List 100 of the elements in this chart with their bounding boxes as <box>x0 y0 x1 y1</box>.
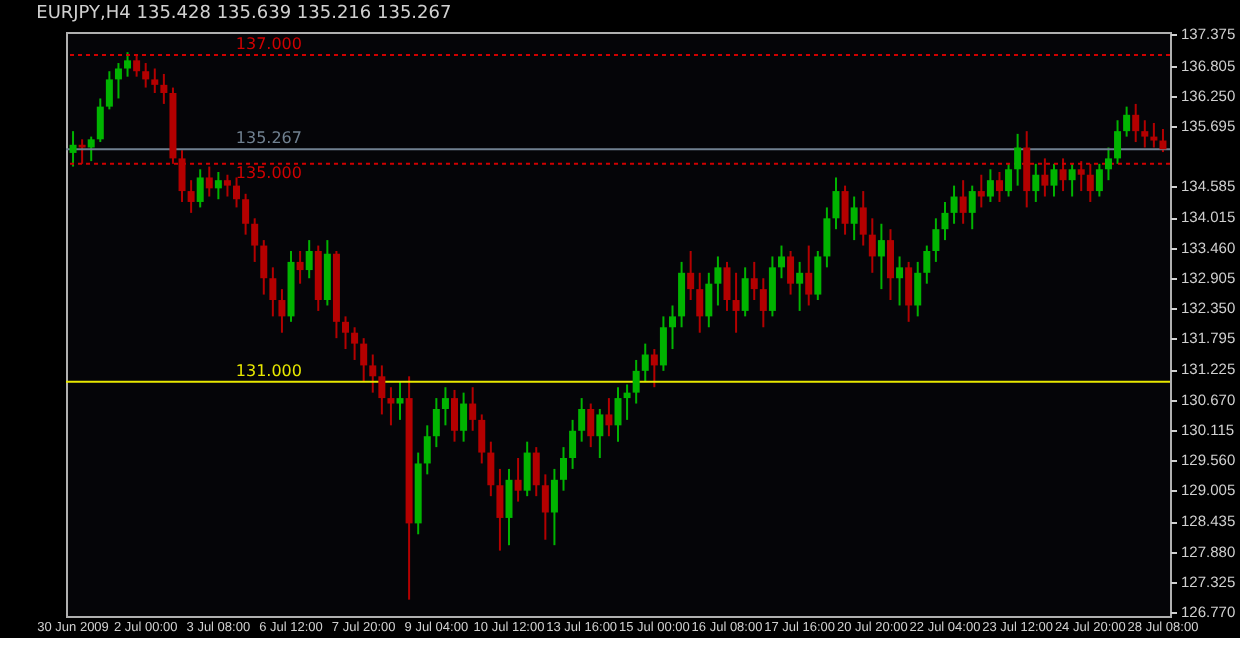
candlestick <box>868 217 876 274</box>
candlestick <box>360 337 368 383</box>
candlestick <box>233 176 241 209</box>
candlestick <box>732 271 740 334</box>
candlestick <box>650 348 658 389</box>
candlestick <box>1032 162 1040 203</box>
candlestick <box>1005 162 1013 198</box>
candlestick <box>1023 130 1031 209</box>
candlestick <box>1114 119 1122 165</box>
candlestick <box>750 260 758 302</box>
candlestick <box>323 239 331 307</box>
candlestick <box>505 467 513 547</box>
candlestick <box>1050 162 1058 198</box>
candlestick <box>260 239 268 296</box>
candlestick <box>87 135 95 163</box>
candlestick <box>850 195 858 242</box>
candlestick <box>160 72 168 105</box>
chart-title: EURJPY,H4 135.428 135.639 135.216 135.267 <box>36 4 452 25</box>
candlestick <box>541 473 549 541</box>
candlestick <box>914 260 922 318</box>
candlestick <box>777 244 785 280</box>
candlestick <box>187 179 195 214</box>
candlestick <box>696 271 704 334</box>
candlestick <box>841 184 849 236</box>
candlestick <box>396 380 404 421</box>
candlestick <box>451 388 459 443</box>
candlestick <box>378 364 386 416</box>
candlestick <box>560 446 567 492</box>
candlestick <box>605 397 613 438</box>
candlestick <box>832 176 840 231</box>
ref-line-label: 135.267 <box>235 129 302 148</box>
candlestick <box>614 386 622 443</box>
candlestick <box>787 250 795 296</box>
ref-line-label: 137.000 <box>235 34 302 53</box>
candlestick <box>142 62 150 89</box>
candlestick <box>923 244 931 285</box>
candlestick <box>151 67 159 95</box>
candlestick <box>487 440 495 498</box>
candlestick <box>896 255 904 307</box>
candlestick <box>342 315 350 351</box>
candlestick <box>133 53 141 78</box>
candlestick <box>523 440 531 498</box>
candlestick <box>296 250 304 285</box>
candlestick <box>669 304 676 351</box>
candlestick <box>478 413 486 465</box>
candlestick <box>714 255 722 307</box>
candlestick <box>995 171 1003 203</box>
candlestick <box>387 386 395 427</box>
candlestick <box>723 260 731 312</box>
candlestick <box>269 266 277 318</box>
candlestick <box>705 271 713 329</box>
candlestick <box>759 277 767 329</box>
candlestick <box>1159 128 1167 154</box>
candlestick <box>959 179 967 225</box>
candlestick <box>587 402 595 449</box>
candlestick <box>124 51 132 78</box>
candlestick <box>932 217 940 263</box>
candlestick <box>977 173 985 209</box>
candlestick <box>432 397 440 449</box>
candlestick <box>460 391 468 443</box>
candlestick <box>1104 146 1112 182</box>
candlestick <box>1132 102 1140 144</box>
ref-line-label: 131.000 <box>235 361 302 380</box>
candlestick <box>768 255 776 318</box>
candlestick <box>1041 157 1049 198</box>
candlestick <box>1068 162 1076 198</box>
candlestick <box>223 173 231 198</box>
candlestick <box>496 467 504 552</box>
candlestick <box>550 467 558 547</box>
candlestick <box>96 97 104 144</box>
candlestick <box>532 446 540 498</box>
candlestick <box>632 358 640 405</box>
candlestick <box>441 386 449 427</box>
candlestick <box>114 62 122 100</box>
candlestick <box>823 206 831 269</box>
candlestick <box>814 250 822 302</box>
candlestick <box>1077 160 1085 193</box>
candlestick <box>877 222 885 291</box>
candlestick <box>1141 119 1149 149</box>
candlestick <box>886 228 894 302</box>
candlestick <box>178 149 186 203</box>
candlestick <box>805 244 813 307</box>
candlestick <box>369 353 377 394</box>
candlestick <box>105 70 113 111</box>
candlestick <box>687 250 695 302</box>
candlestick <box>986 168 994 203</box>
candlestick <box>305 239 313 280</box>
candlestick <box>941 200 949 242</box>
candlestick <box>659 315 667 372</box>
candlestick <box>741 266 749 318</box>
candlestick <box>196 168 204 209</box>
candlestick <box>351 326 359 361</box>
candlestick <box>469 386 477 432</box>
candlestick <box>205 165 213 198</box>
candlestick <box>905 260 913 323</box>
candlestick <box>423 424 431 476</box>
candlestick <box>859 190 867 247</box>
candlestick <box>242 192 250 236</box>
candlestick <box>569 418 577 470</box>
candlestick <box>623 383 631 421</box>
